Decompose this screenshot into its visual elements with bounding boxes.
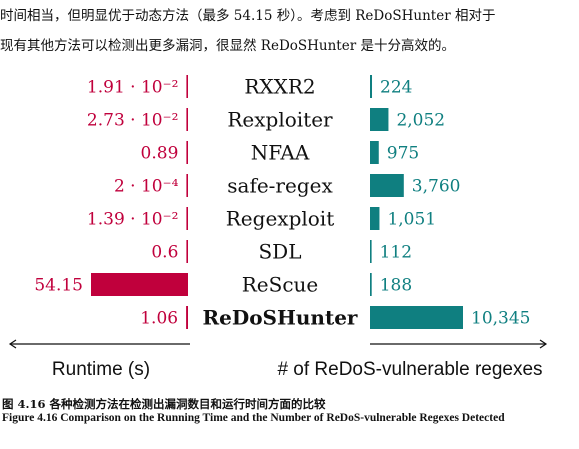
category-label-sdl: SDL xyxy=(258,240,301,264)
runtime-bar-safe-regex xyxy=(186,174,188,197)
regex-bar-sdl xyxy=(370,240,372,263)
regex-label-safe-regex: 3,760 xyxy=(412,177,461,197)
regex-label-nfaa: 975 xyxy=(387,144,419,164)
regex-bar-nfaa xyxy=(370,141,379,164)
runtime-label-sdl: 0.6 xyxy=(151,243,178,263)
runtime-bar-rexploiter xyxy=(186,108,188,131)
runtime-label-redoshunter: 1.06 xyxy=(140,309,178,329)
category-label-rxxr2: RXXR2 xyxy=(244,75,315,99)
regex-label-redoshunter: 10,345 xyxy=(471,309,530,329)
category-label-rexploiter: Rexploiter xyxy=(227,108,333,132)
runtime-label-rexploiter: 2.73 · 10⁻² xyxy=(87,111,178,131)
runtime-label-rxxr2: 1.91 · 10⁻² xyxy=(87,78,178,98)
regex-bar-rxxr2 xyxy=(370,75,373,98)
runtime-bar-rxxr2 xyxy=(186,75,188,98)
regex-bar-regexploit xyxy=(370,207,380,230)
regex-label-rexploiter: 2,052 xyxy=(396,111,445,131)
figure-caption-english: Figure 4.16 Comparison on the Running Ti… xyxy=(2,412,505,424)
runtime-bar-sdl xyxy=(186,240,188,263)
regex-label-regexploit: 1,051 xyxy=(387,210,436,230)
category-label-safe-regex: safe-regex xyxy=(227,174,333,198)
runtime-label-regexploit: 1.39 · 10⁻² xyxy=(87,210,178,230)
regex-axis-title: # of ReDoS-vulnerable regexes xyxy=(277,359,542,380)
regex-label-rescue: 188 xyxy=(380,276,412,296)
regex-bar-rexploiter xyxy=(370,108,389,131)
regex-bar-rescue xyxy=(370,273,372,296)
runtime-label-safe-regex: 2 · 10⁻⁴ xyxy=(114,177,179,197)
runtime-bar-nfaa xyxy=(186,141,188,164)
regex-bar-safe-regex xyxy=(370,174,404,197)
runtime-label-nfaa: 0.89 xyxy=(141,144,179,164)
runtime-label-rescue: 54.15 xyxy=(34,276,83,296)
paragraph-line-1: 时间相当，但明显优于动态方法（最多 54.15 秒）。考虑到 ReDoSHunt… xyxy=(0,8,496,24)
category-label-regexploit: Regexploit xyxy=(226,207,335,231)
runtime-bar-regexploit xyxy=(186,207,188,230)
runtime-bar-redoshunter xyxy=(186,306,188,329)
paragraph-line-2: 现有其他方法可以检测出更多漏洞，很显然 ReDoSHunter 是十分高效的。 xyxy=(0,38,455,54)
regex-label-rxxr2: 224 xyxy=(380,78,412,98)
comparison-chart: 1.91 · 10⁻² RXXR2 224 2.73 · 10⁻² Rexploiter… xyxy=(8,75,548,380)
runtime-bar-rescue xyxy=(91,273,188,296)
category-label-redoshunter: ReDoSHunter xyxy=(203,306,358,330)
regex-bar-redoshunter xyxy=(370,306,463,329)
figure-caption-chinese: 图 4.16 各种检测方法在检测出漏洞数目和运行时间方面的比较 xyxy=(2,397,326,411)
category-label-nfaa: NFAA xyxy=(251,141,310,165)
regex-axis-arrow xyxy=(539,339,548,349)
regex-label-sdl: 112 xyxy=(380,243,412,263)
runtime-axis-title: Runtime (s) xyxy=(52,359,150,380)
runtime-axis-arrow xyxy=(8,339,17,349)
category-label-rescue: ReScue xyxy=(242,273,319,297)
